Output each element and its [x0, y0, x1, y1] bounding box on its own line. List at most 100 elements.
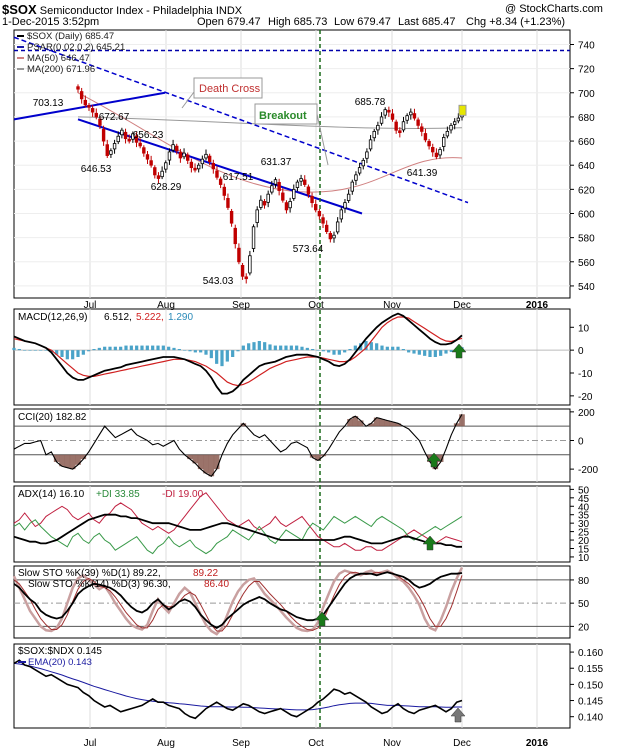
macd-histogram-bar — [263, 342, 267, 351]
macd-histogram-bar — [188, 350, 192, 352]
panel-frame — [13, 408, 571, 483]
candle-body — [120, 129, 124, 136]
price-label: 631.37 — [261, 157, 292, 168]
candle-body — [409, 111, 413, 116]
death-cross-pointer — [181, 91, 195, 109]
macd-histogram-bar — [279, 345, 283, 351]
y-tick-label: 45 — [578, 494, 590, 505]
macd-histogram-bar — [300, 346, 304, 351]
candle-body — [339, 209, 344, 220]
macd-histogram-bar — [215, 350, 219, 364]
macd-histogram-bar — [71, 350, 75, 360]
cci-fill — [368, 423, 375, 427]
open-value: Open 679.47 — [197, 16, 261, 28]
candle-body — [299, 178, 303, 182]
y-tick-label: 10 — [578, 323, 590, 334]
candle-body — [196, 164, 201, 170]
y-tick-label: 30 — [578, 519, 590, 530]
y-tick-label: 0.155 — [578, 664, 603, 675]
candle-body — [138, 142, 142, 147]
macd-histogram-bar — [145, 345, 149, 351]
price-label: 641.39 — [407, 168, 438, 179]
price-label: 573.64 — [293, 244, 324, 255]
candle-body — [372, 131, 376, 139]
macd-histogram-bar — [183, 350, 187, 351]
adx-plus-di: +DI 33.85 — [96, 489, 140, 500]
cci-fill — [347, 419, 353, 427]
cci-fill — [213, 454, 220, 470]
cci-fill — [69, 454, 76, 470]
cci-title: CCI(20) 182.82 — [18, 412, 87, 423]
legend-entry: PSAR(0.02,0.2) 645.21 — [27, 42, 125, 53]
cci-fill — [395, 423, 401, 427]
cci-fill — [459, 414, 465, 427]
macd-histogram-bar — [204, 350, 208, 355]
macd-histogram-bar — [81, 350, 85, 355]
candle-body — [416, 119, 420, 126]
x-tick-label: Aug — [157, 300, 175, 311]
macd-histogram-bar — [311, 349, 315, 351]
cci-fill — [53, 454, 60, 462]
candle-body — [365, 151, 369, 159]
macd-hist-value: 1.290 — [168, 312, 193, 323]
cci-fill — [384, 420, 391, 427]
candle-body — [248, 255, 252, 274]
candle-body — [178, 152, 183, 159]
macd-histogram-bar — [140, 345, 144, 351]
x-tick-label: Nov — [383, 300, 401, 311]
macd-buy-arrow — [451, 343, 467, 359]
candle-body — [434, 152, 439, 158]
candle-body — [332, 234, 336, 239]
macd-histogram-bar — [199, 350, 203, 353]
macd-histogram-bar — [193, 350, 197, 353]
macd-histogram-bar — [380, 345, 384, 351]
macd-histogram-bar — [209, 350, 213, 359]
panel-frame — [13, 643, 571, 729]
macd-histogram-bar — [87, 350, 91, 352]
macd-histogram-bar — [241, 345, 245, 351]
candle-body — [237, 247, 241, 263]
candle-body — [452, 121, 457, 125]
candle-body — [76, 86, 80, 90]
candle-body — [105, 144, 109, 156]
price-label: 543.03 — [203, 276, 234, 287]
y-tick-label: 25 — [578, 528, 590, 539]
macd-histogram-bar — [177, 349, 181, 351]
macd-histogram-bar — [129, 345, 133, 351]
candle-body — [215, 170, 219, 178]
candle-body — [204, 153, 208, 159]
cci-fill — [75, 454, 81, 465]
candle-body — [101, 128, 106, 142]
macd-histogram-bar — [151, 345, 155, 351]
adx-buy-arrow — [422, 535, 438, 551]
breakout-label: Breakout — [259, 110, 307, 122]
candle-body — [222, 186, 226, 196]
macd-histogram-bar — [225, 350, 229, 362]
candle-body — [281, 192, 285, 201]
change-value: Chg +8.34 (+1.23%) — [466, 16, 566, 28]
candle-body — [244, 276, 248, 280]
macd-histogram-bar — [295, 345, 299, 351]
x-tick-label: Oct — [308, 300, 324, 311]
macd-line — [13, 312, 463, 395]
macd-histogram-bar — [103, 346, 107, 351]
candle-body — [292, 188, 296, 199]
macd-histogram-bar — [284, 345, 288, 351]
candle-body — [306, 186, 311, 195]
candle-body — [218, 178, 223, 185]
cci-fill — [373, 417, 380, 427]
candle-body — [401, 121, 406, 131]
candle-body — [156, 175, 161, 179]
macd-histogram-bar — [247, 343, 251, 351]
y-tick-label: 50 — [578, 599, 590, 610]
candle-body — [328, 233, 333, 240]
death-cross-box — [193, 77, 263, 99]
y-tick-label: 15 — [578, 544, 590, 555]
sto14-k-line — [12, 566, 464, 636]
date-line: 1-Dec-2015 3:52pm — [2, 16, 100, 28]
adx-minus-di: -DI 19.00 — [162, 489, 204, 500]
y-tick-label: 0 — [578, 436, 584, 447]
ma200-line — [77, 116, 463, 129]
